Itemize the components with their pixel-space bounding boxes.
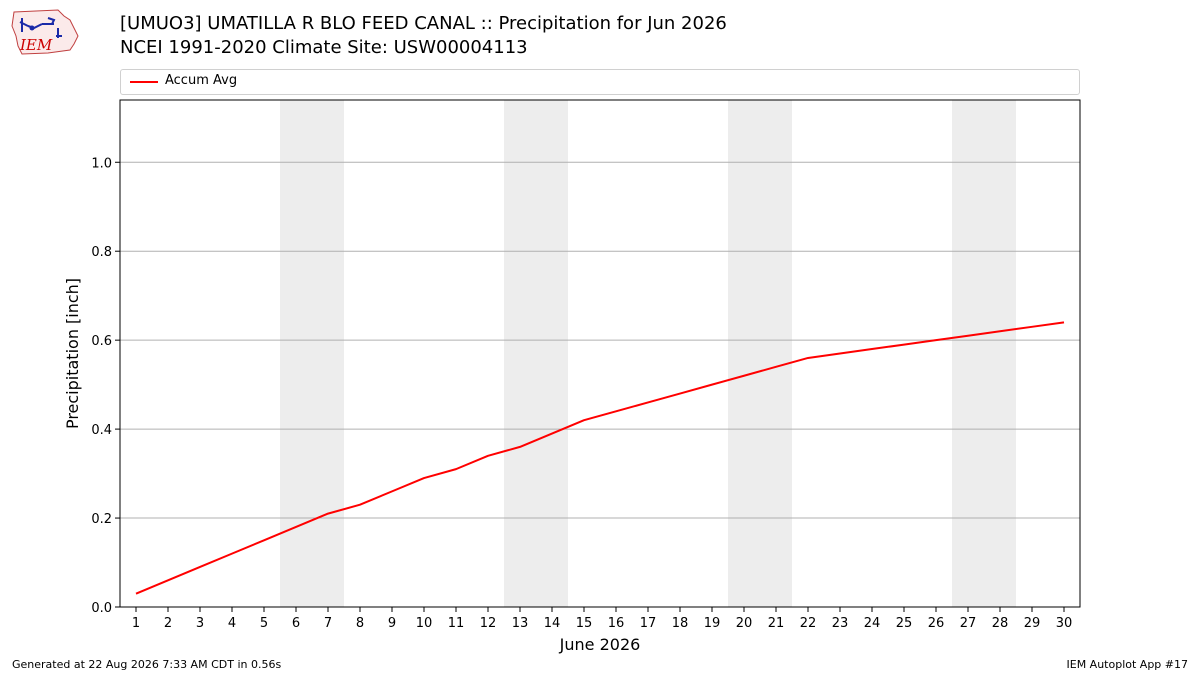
x-tick-label: 19 [704,616,721,631]
logo-text: IEM [19,36,53,54]
x-tick-label: 8 [356,616,364,631]
legend-label-accum-avg: Accum Avg [165,73,238,88]
y-tick-label: 0.0 [91,601,112,616]
x-tick-label: 26 [928,616,945,631]
x-tick-label: 9 [388,616,396,631]
footer-generated-text: Generated at 22 Aug 2026 7:33 AM CDT in … [12,658,282,671]
x-tick-label: 6 [292,616,300,631]
data-point-day-13 [519,446,521,448]
weekend-shading-3 [728,100,792,607]
data-point-day-20 [743,375,745,377]
chart-title: [UMUO3] UMATILLA R BLO FEED CANAL :: Pre… [120,13,727,34]
data-point-day-17 [647,401,649,403]
plot-frame [119,99,1081,608]
x-tick-label: 2 [164,616,172,631]
data-point-day-27 [967,335,969,337]
x-tick-label: 24 [864,616,881,631]
data-point-day-1 [135,593,137,595]
y-axis-label: Precipitation [inch] [63,278,82,429]
data-point-day-29 [1031,326,1033,328]
chart-subtitle: NCEI 1991-2020 Climate Site: USW00004113 [120,37,528,58]
data-point-day-12 [487,455,489,457]
weekend-shading-2 [504,100,568,607]
iem-logo-icon: IEM [11,9,79,55]
x-tick-label: 10 [416,616,433,631]
weekend-shading-1 [280,100,344,607]
data-point-day-23 [839,353,841,355]
data-point-day-16 [615,410,617,412]
data-point-day-18 [679,393,681,395]
x-tick-label: 15 [576,616,593,631]
data-point-day-11 [455,468,457,470]
data-point-day-8 [359,504,361,506]
x-tick-label: 30 [1056,616,1073,631]
data-point-day-26 [935,339,937,341]
x-tick-label: 28 [992,616,1009,631]
x-tick-label: 22 [800,616,817,631]
data-point-day-15 [583,419,585,421]
x-tick-label: 16 [608,616,625,631]
data-point-day-5 [263,539,265,541]
x-tick-label: 11 [448,616,465,631]
x-tick-label: 29 [1024,616,1041,631]
data-point-day-24 [871,348,873,350]
data-point-day-4 [231,553,233,555]
data-point-day-14 [551,433,553,435]
y-tick-label: 0.6 [91,334,112,349]
x-axis-label: June 2026 [559,635,641,654]
series-line-accum-avg [135,321,1065,595]
x-tick-label: 1 [132,616,140,631]
data-point-day-25 [903,344,905,346]
x-tick-label: 27 [960,616,977,631]
data-point-day-6 [295,526,297,528]
legend-swatch-accum-avg [130,81,158,83]
data-point-day-30 [1063,321,1065,323]
x-tick-label: 4 [228,616,236,631]
x-tick-label: 20 [736,616,753,631]
data-point-day-9 [391,490,393,492]
x-tick-label: 5 [260,616,268,631]
data-point-day-21 [775,366,777,368]
x-tick-label: 23 [832,616,849,631]
data-point-day-28 [999,330,1001,332]
x-tick-label: 18 [672,616,689,631]
x-tick-label: 25 [896,616,913,631]
data-point-day-2 [167,579,169,581]
x-tick-label: 7 [324,616,332,631]
x-tick-label: 17 [640,616,657,631]
data-point-day-19 [711,384,713,386]
data-point-day-3 [199,566,201,568]
weekend-shading-4 [952,100,1016,607]
footer-app-label: IEM Autoplot App #17 [1066,658,1189,671]
x-tick-label: 13 [512,616,529,631]
data-point-day-7 [327,513,329,515]
y-tick-label: 0.8 [91,245,112,260]
x-tick-label: 14 [544,616,561,631]
y-tick-label: 0.4 [91,423,112,438]
data-point-day-22 [807,357,809,359]
x-tick-label: 21 [768,616,785,631]
x-tick-label: 3 [196,616,204,631]
x-tick-label: 12 [480,616,497,631]
data-point-day-10 [423,477,425,479]
y-tick-label: 0.2 [91,512,112,527]
y-tick-label: 1.0 [91,156,112,171]
legend: Accum Avg [120,69,1080,95]
